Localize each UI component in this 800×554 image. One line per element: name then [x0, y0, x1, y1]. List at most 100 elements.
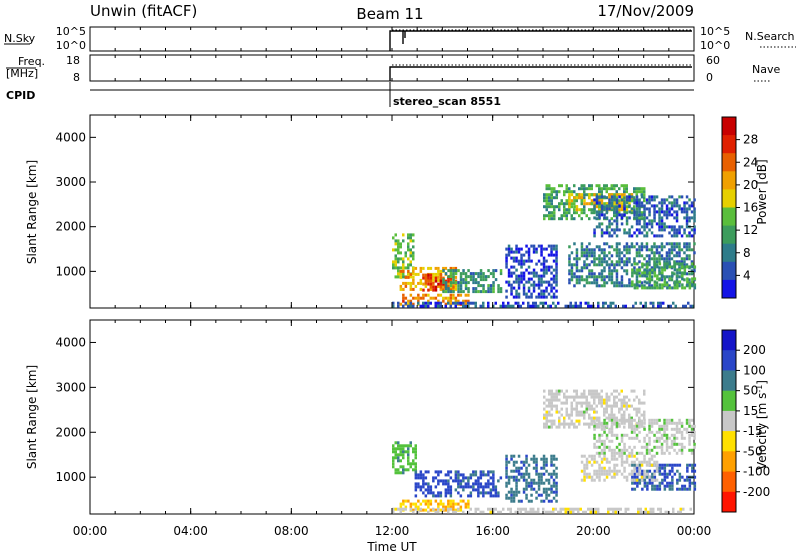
velocity-cell — [640, 421, 644, 425]
power-cell — [590, 193, 594, 197]
power-cell — [417, 301, 420, 305]
velocity-cell — [653, 487, 657, 491]
velocity-cell — [693, 424, 696, 428]
power-cell — [457, 301, 460, 305]
velocity-cell — [610, 424, 614, 428]
power-cell — [608, 272, 611, 276]
power-cell — [392, 263, 395, 267]
power-cell — [542, 268, 546, 272]
velocity-cell — [527, 484, 531, 488]
power-cell — [665, 281, 669, 285]
velocity-cell — [510, 496, 513, 500]
power-cell — [598, 216, 601, 220]
velocity-cell — [593, 421, 596, 425]
power-cell — [555, 271, 558, 275]
power-cell — [610, 193, 614, 197]
nsky-label: N.Sky — [4, 32, 36, 45]
power-cell — [583, 263, 586, 267]
power-cell — [479, 304, 482, 308]
power-cell — [412, 287, 415, 291]
velocity-cell — [474, 488, 478, 492]
velocity-cell — [447, 482, 450, 486]
velocity-cell — [469, 494, 473, 498]
velocity-cell — [598, 392, 601, 396]
velocity-cell — [671, 481, 674, 485]
power-cell — [454, 281, 458, 285]
velocity-cell — [613, 416, 616, 420]
power-cell — [427, 279, 430, 283]
power-cell — [590, 248, 594, 252]
power-cell — [618, 263, 621, 267]
velocity-cell — [552, 454, 556, 458]
velocity-cell — [595, 422, 598, 426]
power-cell — [550, 193, 553, 197]
velocity-cell — [648, 427, 651, 431]
power-cell — [686, 280, 689, 284]
power-cell — [625, 216, 629, 220]
power-cell — [685, 225, 689, 229]
velocity-cell — [454, 502, 458, 506]
power-cell — [612, 301, 615, 305]
power-cell — [580, 275, 584, 279]
power-cell — [512, 250, 516, 254]
velocity-cell — [608, 472, 611, 476]
velocity-cell — [598, 433, 601, 437]
power-cell — [449, 290, 453, 294]
power-cell — [454, 299, 458, 303]
power-cell — [444, 302, 448, 306]
power-cell — [417, 299, 420, 303]
power-cell — [623, 263, 626, 267]
velocity-cell — [653, 484, 657, 488]
power-cell — [605, 281, 609, 285]
power-cell — [673, 242, 676, 246]
power-cell — [412, 275, 415, 279]
power-cell — [652, 304, 655, 308]
power-cell — [648, 260, 651, 264]
power-cell — [663, 257, 666, 261]
velocity-cell — [623, 416, 626, 420]
power-cell — [658, 210, 661, 214]
power-cell — [555, 247, 558, 251]
velocity-cell — [603, 442, 606, 446]
velocity-cell — [447, 507, 450, 511]
power-colorbar-tick-label: 24 — [743, 155, 758, 169]
velocity-cell — [643, 475, 646, 479]
velocity-cell — [628, 451, 631, 455]
power-cell — [417, 296, 420, 300]
velocity-cell — [605, 436, 609, 440]
x-tick-label: 20:00 — [576, 524, 611, 538]
power-cell — [429, 276, 433, 280]
velocity-cell — [577, 510, 580, 514]
power-cell — [658, 283, 662, 287]
velocity-cell — [643, 457, 646, 461]
velocity-cell — [459, 499, 463, 503]
velocity-cell — [613, 472, 616, 476]
velocity-cell — [660, 445, 664, 449]
velocity-cell — [644, 510, 647, 514]
power-cell — [681, 271, 684, 275]
velocity-cell — [560, 401, 563, 405]
velocity-cell — [668, 421, 671, 425]
power-cell — [603, 242, 606, 246]
power-cell — [570, 199, 574, 203]
power-cell — [660, 266, 664, 270]
power-cell — [407, 304, 410, 308]
velocity-cell — [558, 416, 561, 420]
power-cell — [598, 213, 601, 217]
velocity-cell — [467, 505, 470, 509]
power-cell — [680, 257, 684, 261]
velocity-cell — [467, 479, 470, 483]
power-cell — [558, 217, 561, 221]
power-cell — [625, 190, 628, 194]
velocity-cell — [437, 502, 440, 506]
power-cell — [658, 251, 661, 255]
power-cell — [520, 256, 523, 260]
cpid-label: CPID — [6, 89, 35, 102]
power-cell — [542, 292, 546, 296]
velocity-region-2 — [399, 499, 470, 512]
power-cell — [625, 263, 629, 267]
power-cell — [678, 231, 681, 235]
power-cell — [437, 299, 440, 303]
power-cell — [660, 198, 664, 202]
power-cell — [547, 268, 551, 272]
